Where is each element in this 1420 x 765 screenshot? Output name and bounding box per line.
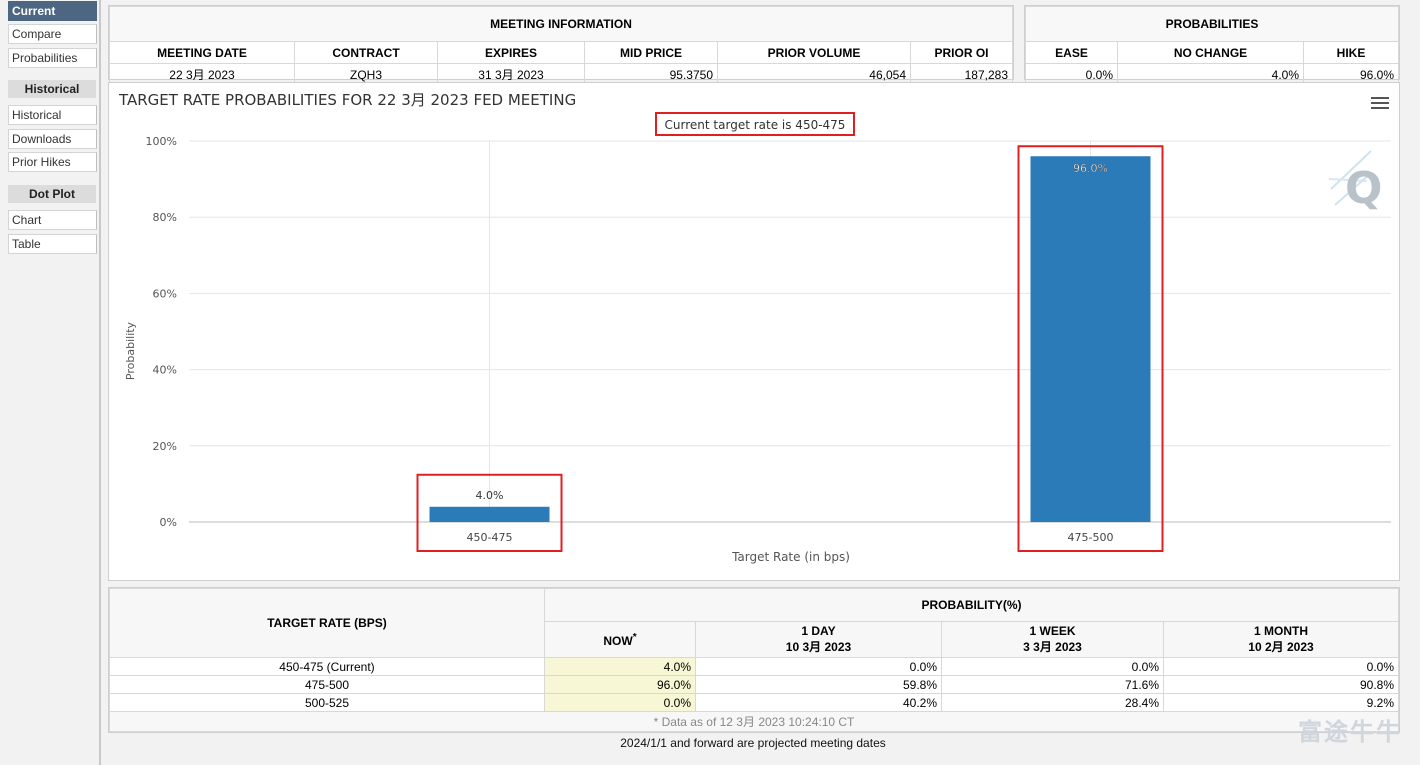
header-prior-volume: PRIOR VOLUME [717,41,911,64]
bar-layer: 4.0% 450-475 96.0% 475-500 [416,145,1164,553]
header-prior-oi: PRIOR OI [910,41,1013,64]
x-axis-label: Target Rate (in bps) [731,550,850,564]
rate-cell: 450-475 (Current) [109,657,545,676]
header-hike: HIKE [1303,41,1399,64]
chart-bar[interactable] [429,506,550,522]
month-cell: 90.8% [1163,675,1399,694]
y-tick-label: 60% [153,287,177,300]
now-cell: 4.0% [544,657,696,676]
chart-panel: TARGET RATE PROBABILITIES FOR 22 3月 2023… [108,82,1400,581]
rate-probability-panel: TARGET RATE (BPS) PROBABILITY(%) NOW* 1 … [108,587,1400,733]
table-row: 450-475 (Current) 4.0% 0.0% 0.0% 0.0% [109,657,1399,676]
chart-menu-icon[interactable] [1371,97,1389,111]
table-row: 500-525 0.0% 40.2% 28.4% 9.2% [109,693,1399,712]
day-cell: 0.0% [695,657,942,676]
bar-highlight-box [1017,145,1164,553]
nav-downloads[interactable]: Downloads [8,129,97,149]
header-meeting-date: MEETING DATE [109,41,295,64]
week-cell: 28.4% [941,693,1164,712]
header-expires: EXPIRES [437,41,585,64]
nav-chart[interactable]: Chart [8,210,97,230]
day-cell: 59.8% [695,675,942,694]
header-probability: PROBABILITY(%) [544,588,1399,622]
bar-data-label: 96.0% [1073,162,1108,175]
nav-historical[interactable]: Historical [8,105,97,125]
bar-data-label: 4.0% [476,489,504,502]
chart-title: TARGET RATE PROBABILITIES FOR 22 3月 2023… [118,91,576,109]
sidebar-divider [99,0,101,765]
month-cell: 9.2% [1163,693,1399,712]
bar-highlight-box [416,473,563,553]
week-cell: 0.0% [941,657,1164,676]
sidebar: Current Compare Probabilities Historical… [0,0,104,765]
nav-compare[interactable]: Compare [8,24,97,44]
header-target-rate: TARGET RATE (BPS) [109,588,545,658]
header-now: NOW* [544,621,696,658]
projected-dates-note: 2024/1/1 and forward are projected meeti… [620,736,886,750]
header-mid-price: MID PRICE [584,41,718,64]
logo-q-icon: Q [1328,150,1382,214]
nav-probabilities[interactable]: Probabilities [8,48,97,68]
hike-value: 96.0% [1303,63,1399,86]
historical-section-header: Historical [8,80,96,98]
week-cell: 71.6% [941,675,1164,694]
probabilities-title: PROBABILITIES [1025,6,1399,42]
watermark: 富途牛牛 [1298,719,1402,746]
x-tick-label: 450-475 [467,531,513,544]
nav-current[interactable]: Current [8,1,97,21]
y-tick-label: 20% [153,440,177,453]
header-1-week: 1 WEEK 3 3月 2023 [941,621,1164,658]
rate-cell: 500-525 [109,693,545,712]
x-tick-label: 475-500 [1068,531,1114,544]
meeting-info-panel: MEETING INFORMATION MEETING DATE CONTRAC… [108,5,1014,86]
y-tick-label: 100% [146,135,177,148]
day-cell: 40.2% [695,693,942,712]
data-footnote: * Data as of 12 3月 2023 10:24:10 CT [109,711,1399,732]
chart-subtitle: Current target rate is 450-475 [665,118,846,132]
now-cell: 96.0% [544,675,696,694]
now-cell: 0.0% [544,693,696,712]
prior-volume-value: 46,054 [717,63,911,86]
probabilities-panel: PROBABILITIES EASE NO CHANGE HIKE 0.0% 4… [1024,5,1400,86]
nav-prior-hikes[interactable]: Prior Hikes [8,152,97,172]
header-1-month: 1 MONTH 10 2月 2023 [1163,621,1399,658]
current-rate-highlight [655,112,855,136]
header-contract: CONTRACT [294,41,438,64]
header-no-change: NO CHANGE [1117,41,1304,64]
grid-layer: 0% 20% 40% 60% 80% 100% [146,135,1391,529]
dotplot-section-header: Dot Plot [8,185,96,203]
chart-bar[interactable] [1030,156,1151,522]
y-axis-label: Probability [124,321,137,380]
header-ease: EASE [1025,41,1118,64]
header-1-day: 1 DAY 10 3月 2023 [695,621,942,658]
nav-table[interactable]: Table [8,234,97,254]
month-cell: 0.0% [1163,657,1399,676]
y-tick-label: 80% [153,211,177,224]
table-row: 475-500 96.0% 59.8% 71.6% 90.8% [109,675,1399,694]
probability-chart: TARGET RATE PROBABILITIES FOR 22 3月 2023… [118,91,1391,564]
meeting-info-title: MEETING INFORMATION [109,6,1013,42]
y-tick-label: 40% [153,364,177,377]
svg-text:Q: Q [1345,163,1382,214]
y-tick-label: 0% [160,516,177,529]
rate-cell: 475-500 [109,675,545,694]
